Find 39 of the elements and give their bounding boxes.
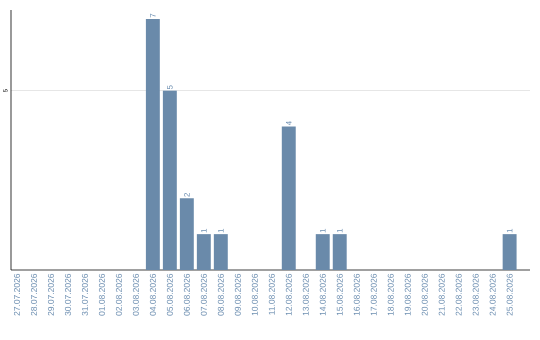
x-tick-label: 11.08.2026 bbox=[268, 274, 275, 315]
x-tick-label: 24.08.2026 bbox=[490, 274, 496, 316]
x-tick-label: 18.08.2026 bbox=[388, 274, 394, 316]
x-tick-label: 20.08.2026 bbox=[422, 274, 428, 316]
x-tick-label: 04.08.2026 bbox=[150, 274, 156, 316]
x-tick-label: 02.08.2026 bbox=[116, 274, 122, 316]
bar bbox=[316, 234, 330, 270]
x-tick-label: 08.08.2026 bbox=[218, 274, 224, 316]
bar bbox=[502, 234, 517, 270]
x-tick-label: 17.08.2026 bbox=[370, 274, 377, 316]
x-tick-label: 30.07.2026 bbox=[64, 274, 71, 316]
bar bbox=[180, 198, 194, 270]
x-tick-label: 13.08.2026 bbox=[302, 274, 309, 316]
bar bbox=[162, 90, 177, 270]
x-tick-label: 28.07.2026 bbox=[30, 274, 37, 316]
bar bbox=[196, 234, 211, 270]
x-tick-label: 05.08.2026 bbox=[166, 274, 173, 316]
bar bbox=[332, 234, 347, 270]
x-tick-label: 10.08.2026 bbox=[252, 274, 258, 316]
bar bbox=[214, 234, 228, 270]
x-tick-label: 12.08.2026 bbox=[286, 274, 292, 316]
x-tick-label: 07.08.2026 bbox=[200, 274, 207, 316]
x-tick-label: 15.08.2026 bbox=[336, 274, 343, 316]
x-tick-label: 31.07.2026 bbox=[82, 274, 88, 316]
x-tick-label: 01.08.2026 bbox=[98, 274, 105, 316]
x-tick-label: 09.08.2026 bbox=[234, 274, 241, 316]
x-tick-label: 27.07.2026 bbox=[14, 274, 20, 316]
x-tick-label: 25.08.2026 bbox=[506, 274, 513, 316]
x-tick-label: 23.08.2026 bbox=[472, 274, 479, 316]
x-tick-label: 21.08.2026 bbox=[438, 274, 445, 316]
x-tick-label: 29.07.2026 bbox=[48, 274, 54, 316]
x-tick-label: 16.08.2026 bbox=[354, 274, 360, 316]
x-tick-label: 06.08.2026 bbox=[184, 274, 190, 316]
x-tick-label: 03.08.2026 bbox=[132, 274, 139, 316]
x-tick-label: 14.08.2026 bbox=[320, 274, 326, 316]
bar bbox=[146, 18, 160, 270]
x-tick-label: 22.08.2026 bbox=[456, 274, 462, 316]
x-tick-label: 19.08.2026 bbox=[404, 274, 411, 316]
bar bbox=[282, 126, 296, 270]
